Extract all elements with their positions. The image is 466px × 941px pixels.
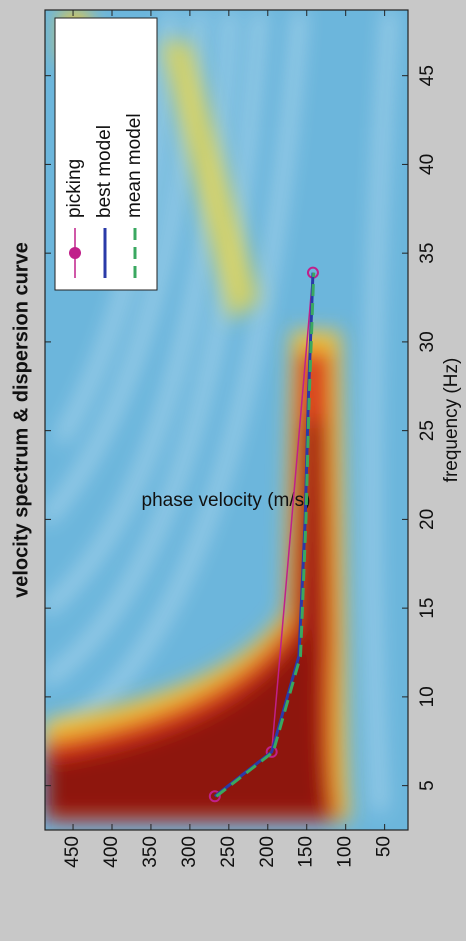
- y-tick-label: 400: [101, 836, 122, 868]
- x-tick-label: 30: [417, 331, 438, 352]
- legend-label: best model: [94, 125, 115, 218]
- y-tick-label: 350: [140, 836, 161, 868]
- x-tick-label: 10: [417, 686, 438, 707]
- x-tick-label: 35: [417, 243, 438, 264]
- y-tick-label: 450: [62, 836, 83, 868]
- legend-label: picking: [64, 159, 85, 218]
- x-tick-label: 15: [417, 598, 438, 619]
- x-tick-label: 25: [417, 420, 438, 441]
- y-tick-label: 300: [179, 836, 200, 868]
- y-tick-label: 200: [257, 836, 278, 868]
- x-tick-label: 45: [417, 65, 438, 86]
- y-axis-label: phase velocity (m/s): [142, 490, 311, 511]
- x-axis-label: frequency (Hz): [441, 358, 462, 483]
- legend-marker: [69, 247, 81, 259]
- legend-label: mean model: [124, 113, 145, 218]
- x-tick-label: 5: [417, 780, 438, 791]
- rotated-chart: velocity spectrum & dispersion curve fre…: [10, 9, 462, 868]
- y-tick-label: 100: [335, 836, 356, 868]
- x-tick-label: 40: [417, 154, 438, 175]
- picking-marker: [208, 790, 221, 803]
- y-tick-label: 150: [296, 836, 317, 868]
- series-line: [215, 272, 316, 798]
- x-tick-label: 20: [417, 509, 438, 530]
- chart-title: velocity spectrum & dispersion curve: [10, 242, 32, 598]
- legend-box: [54, 17, 158, 291]
- y-tick-label: 50: [374, 836, 395, 857]
- plot-frame: [44, 9, 409, 831]
- y-tick-label: 250: [218, 836, 239, 868]
